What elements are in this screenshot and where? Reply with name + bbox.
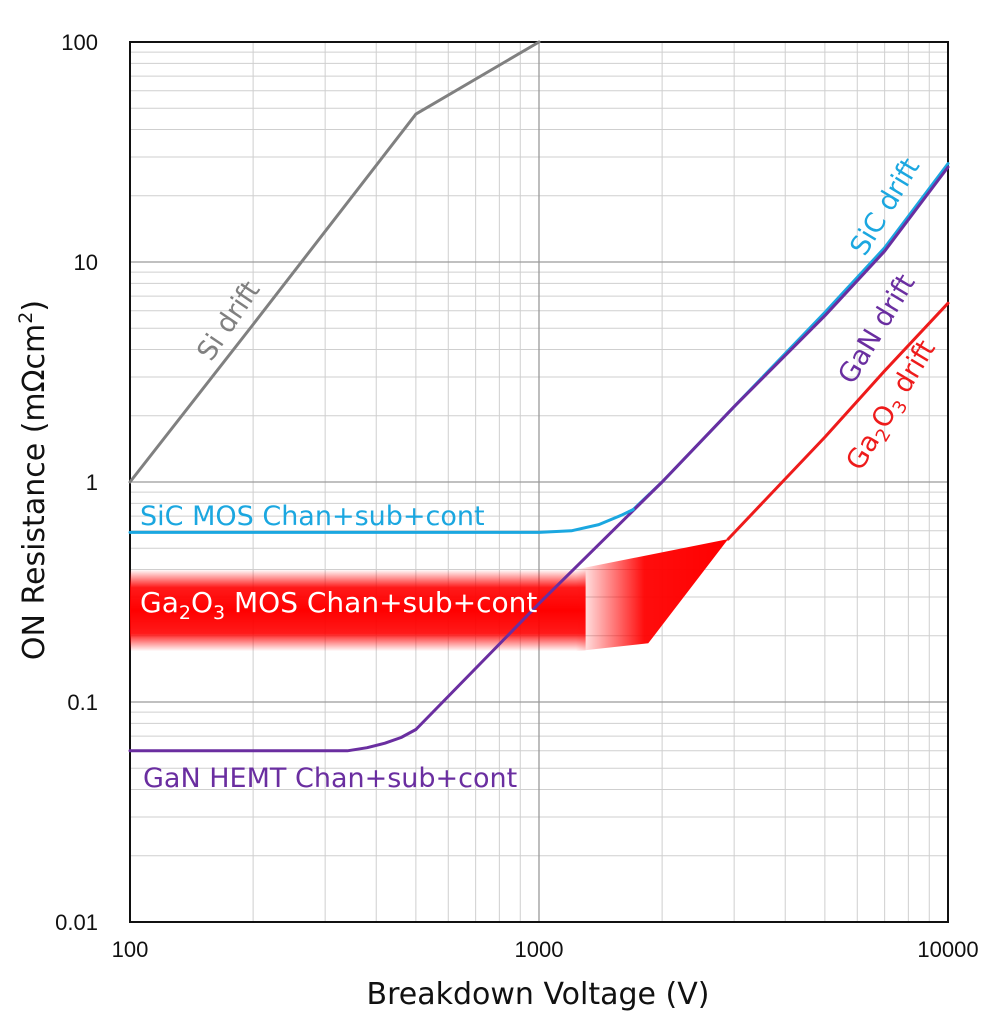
series-layer [128, 40, 950, 753]
series-line-sic-drift [631, 162, 950, 511]
series-line-gan-drift [414, 165, 950, 731]
x-axis-label: Breakdown Voltage (V) [367, 977, 710, 1012]
y-tick-label: 100 [61, 30, 98, 55]
x-tick-label: 100 [112, 937, 149, 962]
y-tick-label: 0.1 [67, 690, 98, 715]
ga2o3-mos-band [130, 539, 729, 652]
series-line-ga2o3-drift [726, 301, 950, 541]
gan-hemt-label: GaN HEMT Chan+sub+cont [143, 763, 517, 794]
series-line-gan-hemt-chan-sub-cont [128, 728, 418, 753]
ga2o3-mos-band-bar [130, 569, 586, 652]
y-axis-label: ON Resistance (mΩcm2) [15, 300, 52, 660]
ga2o3-mos-wedge [575, 539, 729, 652]
y-tick-label: 10 [74, 250, 98, 275]
x-tick-label: 1000 [515, 937, 564, 962]
y-tick-label: 0.01 [55, 910, 98, 935]
series-line-sic-mos-chan-sub-cont [128, 508, 635, 534]
tick-labels: 100 1000 10000 100 10 1 0.1 0.01 [55, 30, 978, 962]
ga2o3-mos-label: Ga2O3 MOS Chan+sub+cont [140, 586, 537, 624]
x-tick-label: 10000 [917, 937, 978, 962]
sic-mos-label: SiC MOS Chan+sub+cont [140, 501, 485, 532]
series-line-si-drift [128, 40, 541, 484]
y-tick-label: 1 [86, 470, 98, 495]
